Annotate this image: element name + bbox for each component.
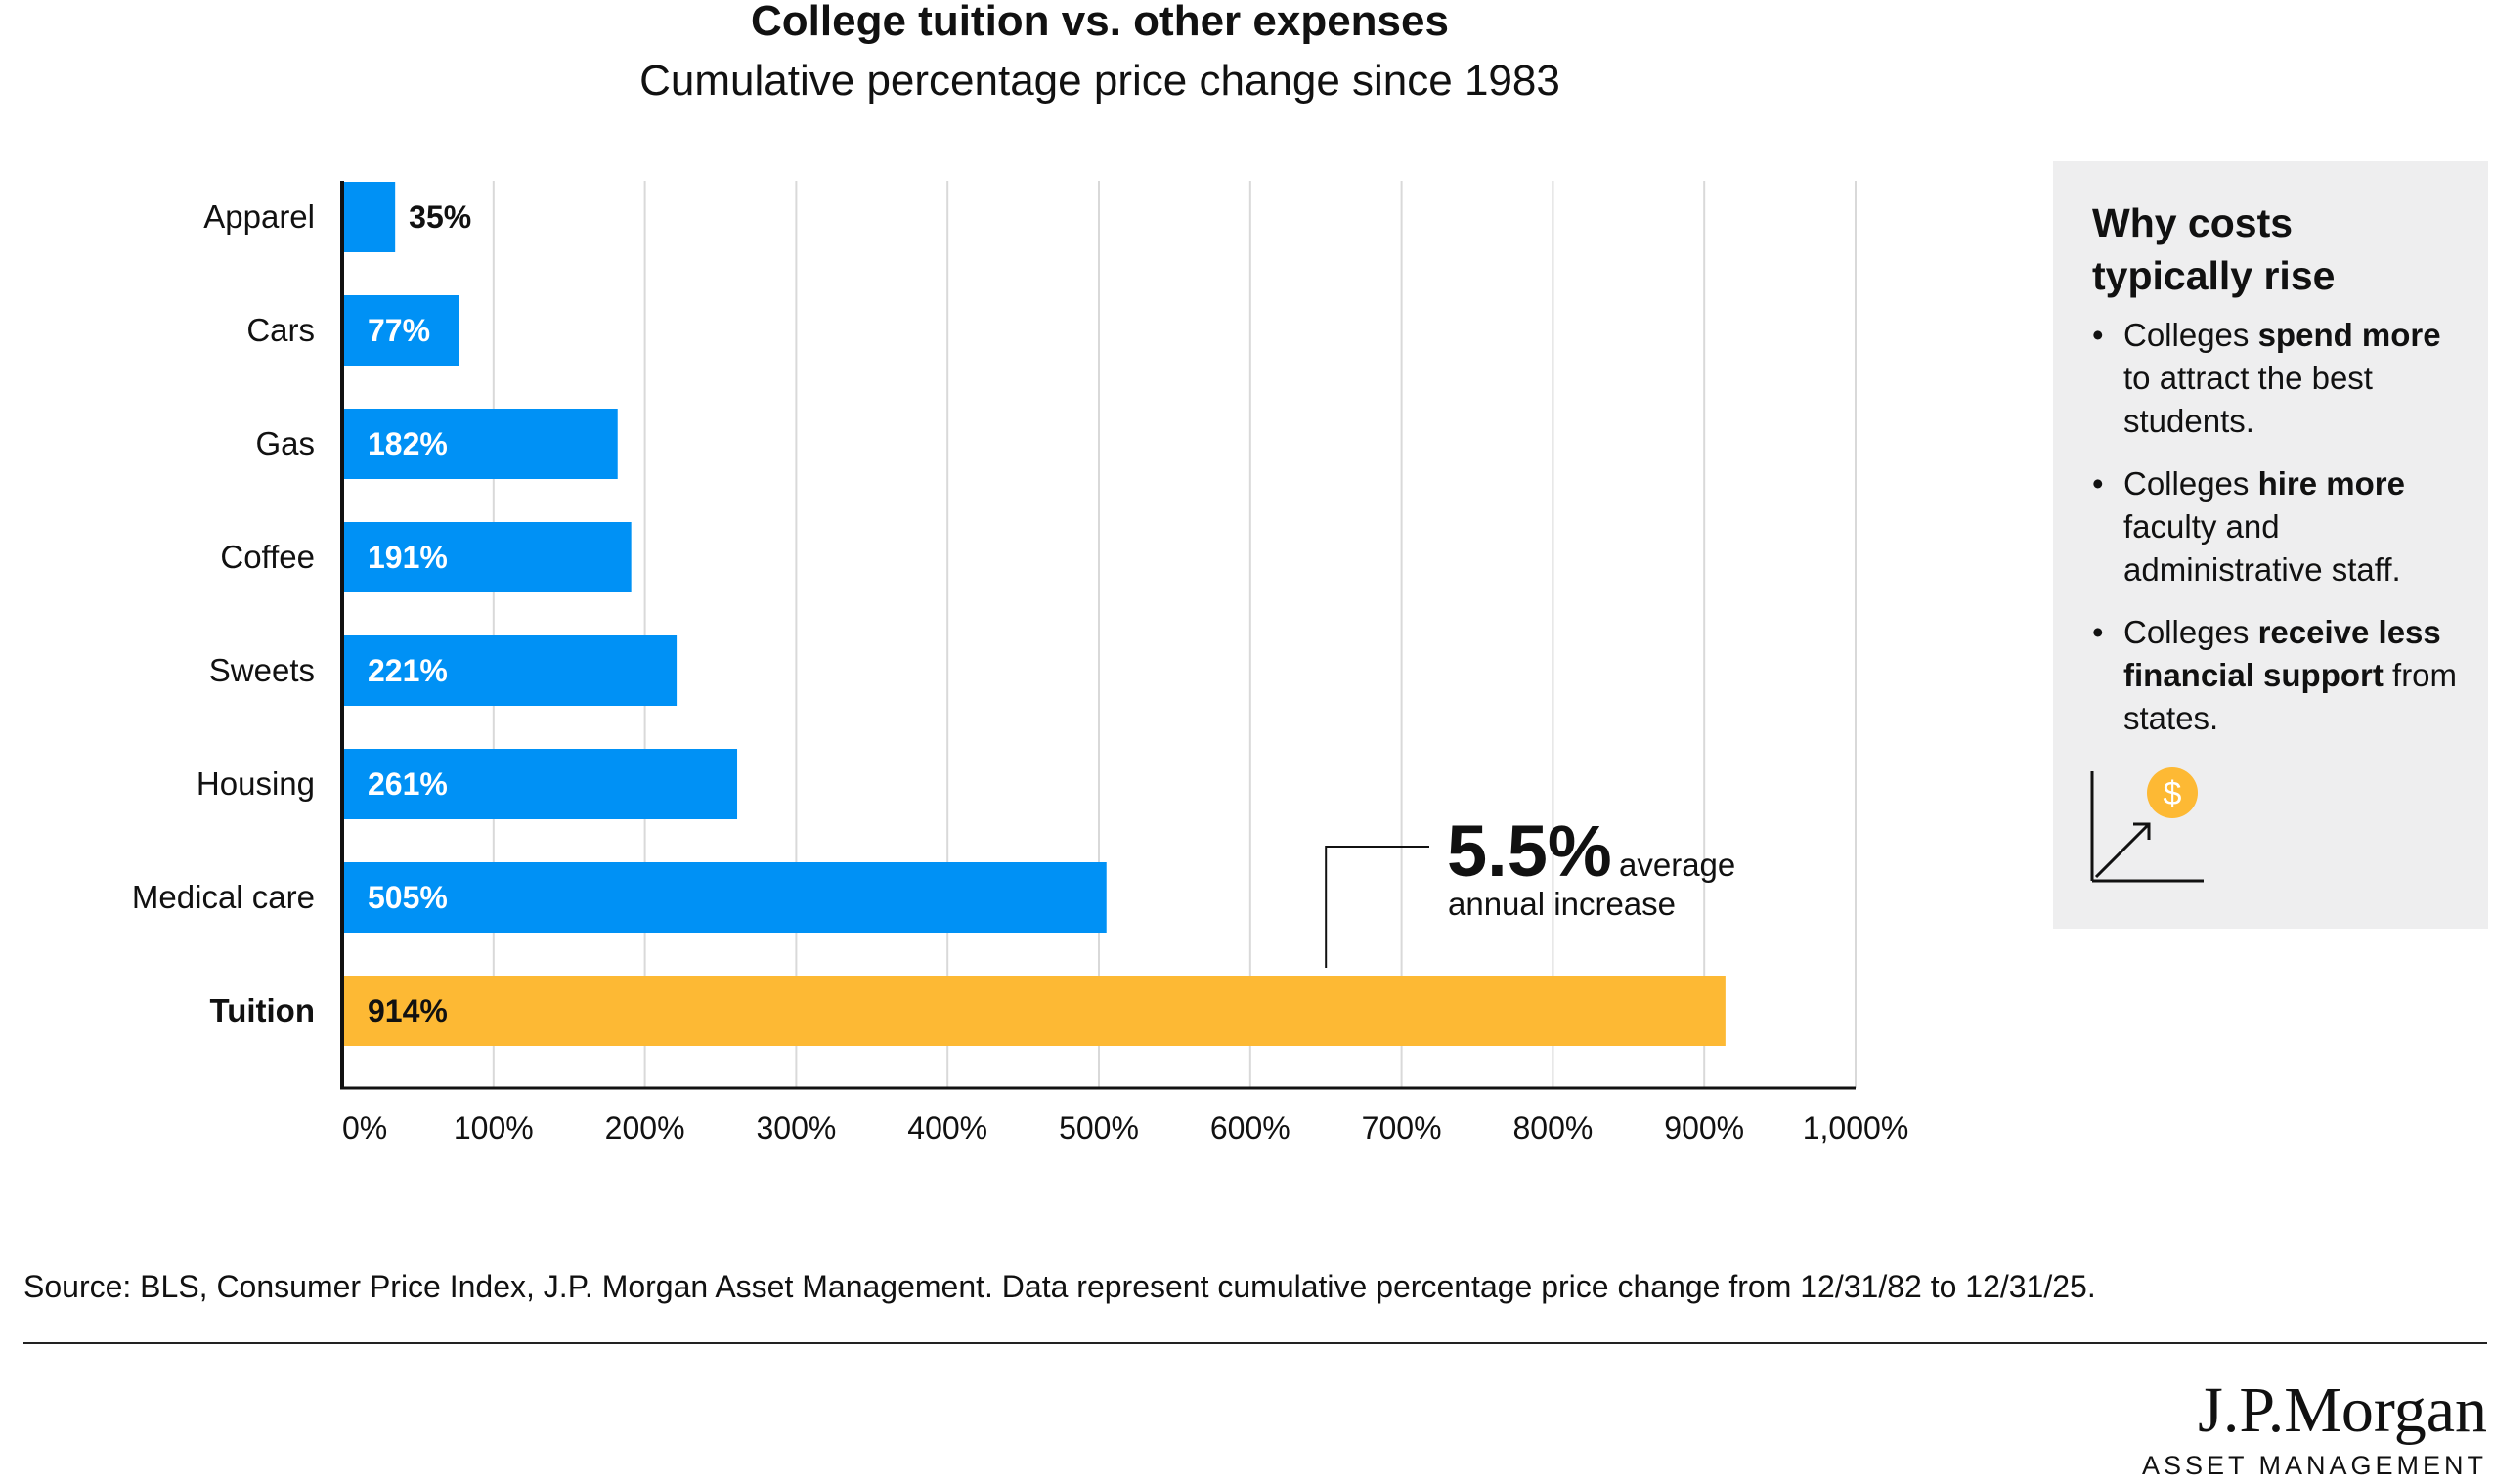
annotation-line2: annual increase (1448, 886, 1676, 922)
svg-text:$: $ (2164, 775, 2182, 812)
bars: 35% 77% 182% 191% 221% 261% 505% 914% (342, 182, 1726, 1046)
category-label: Apparel (203, 198, 315, 235)
x-tick-label: 800% (1512, 1111, 1593, 1146)
x-tick-label: 100% (454, 1111, 534, 1146)
data-label: 261% (368, 766, 448, 802)
x-tick-label: 500% (1059, 1111, 1139, 1146)
x-tick-label: 900% (1664, 1111, 1744, 1146)
side-panel: Why costs typically rise • Colleges spen… (2053, 161, 2488, 929)
category-label: Sweets (209, 652, 315, 688)
bar (342, 409, 618, 479)
side-item-spend: • Colleges spend more to attract the bes… (2092, 314, 2473, 443)
brand-subtitle: ASSET MANAGEMENT (2141, 1451, 2487, 1480)
data-label: 191% (368, 540, 448, 575)
x-tick-label: 700% (1362, 1111, 1442, 1146)
data-label: 914% (368, 993, 448, 1028)
category-label: Housing (197, 765, 315, 802)
x-tick-label: 600% (1210, 1111, 1290, 1146)
bar (342, 522, 632, 592)
data-label: 77% (368, 313, 430, 348)
bar (342, 635, 678, 706)
category-label: Medical care (132, 879, 315, 915)
bullet-icon: • (2092, 614, 2104, 650)
grid-lines (492, 181, 1857, 1088)
category-label: Coffee (220, 539, 315, 575)
bar (342, 749, 738, 819)
bar-highlight (342, 976, 1726, 1046)
side-panel-title: Why costs typically rise (2092, 200, 2336, 298)
bar (342, 862, 1107, 933)
annotation-line1: average (1619, 847, 1735, 883)
axes (340, 181, 1856, 1090)
category-label: Gas (255, 425, 315, 461)
chart-title: College tuition vs. other expenses (751, 0, 1449, 45)
category-label: Cars (246, 312, 315, 348)
brand-logo: J.P.Morgan (2198, 1375, 2487, 1446)
x-tick-label: 1,000% (1803, 1111, 1909, 1146)
x-tick-labels: 0% 100% 200% 300% 400% 500% 600% 700% 800% 900% 1,… (342, 1111, 1908, 1146)
x-tick-label: 0% (342, 1111, 387, 1146)
side-item-support: • Colleges receive less financial suppor… (2092, 611, 2473, 740)
bullet-icon: • (2092, 465, 2104, 502)
data-label: 35% (409, 199, 471, 235)
data-label: 221% (368, 653, 448, 688)
annotation-value: 5.5% (1447, 810, 1612, 892)
bar (342, 182, 396, 252)
side-item-hire: • Colleges hire more faculty and adminis… (2092, 462, 2473, 591)
annotation-leader-line (1325, 846, 1429, 968)
x-tick-label: 300% (756, 1111, 836, 1146)
x-tick-label: 200% (605, 1111, 685, 1146)
source-note: Source: BLS, Consumer Price Index, J.P. … (23, 1269, 2096, 1304)
category-labels: Apparel Cars Gas Coffee Sweets Housing Medical… (132, 198, 315, 1028)
data-label: 182% (368, 426, 448, 461)
rising-cost-dollar-icon: $ (2090, 767, 2204, 883)
category-label: Tuition (209, 992, 315, 1028)
footer-divider (23, 1342, 2487, 1344)
chart-subtitle: Cumulative percentage price change since… (639, 57, 1560, 105)
bullet-icon: • (2092, 317, 2104, 353)
bar-chart: 35% 77% 182% 191% 221% 261% 505% 914% Apparel Ca… (132, 181, 1908, 1146)
x-tick-label: 400% (907, 1111, 987, 1146)
data-label: 505% (368, 880, 448, 915)
bar (342, 295, 459, 366)
